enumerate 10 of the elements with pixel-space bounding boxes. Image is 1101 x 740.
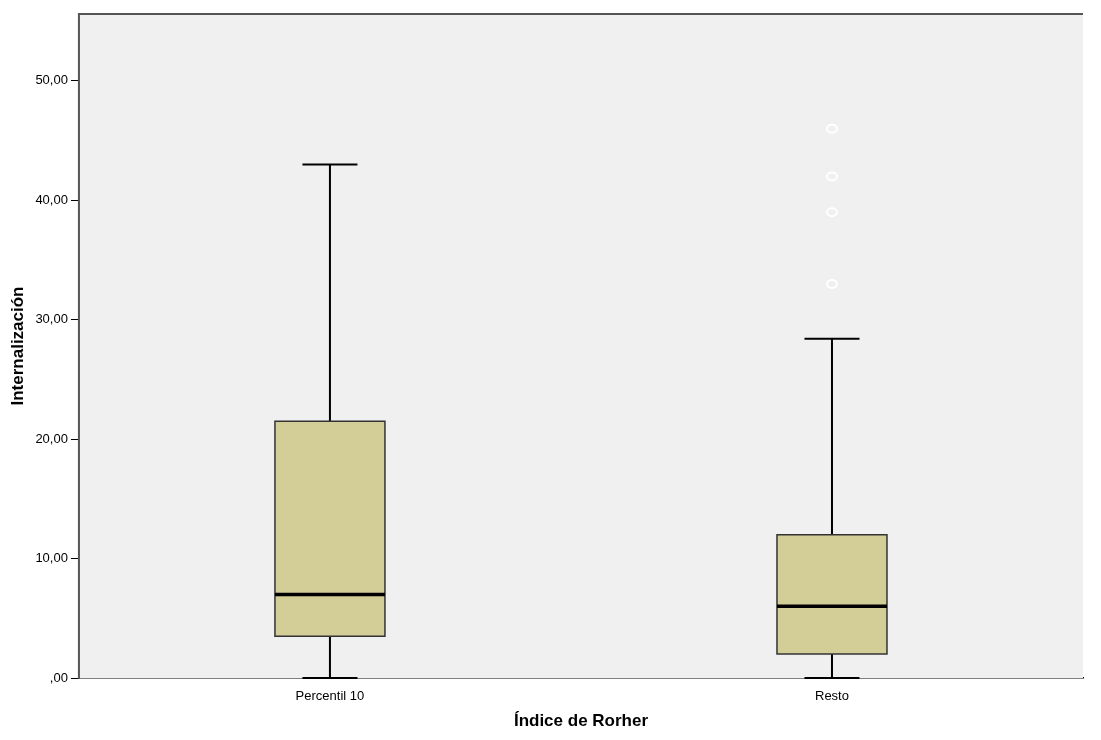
- y-tick-label: 30,00: [35, 311, 68, 327]
- y-tick-label: 20,00: [35, 430, 68, 446]
- y-tick-label: ,00: [49, 669, 68, 685]
- y-axis-title: Internalización: [7, 286, 27, 406]
- y-tick-label: 50,00: [35, 72, 68, 88]
- x-tick-label: Resto: [815, 688, 849, 704]
- y-tick-label: 10,00: [35, 550, 68, 566]
- x-axis-title: Índice de Rorher: [513, 711, 649, 731]
- y-tick-label: 40,00: [35, 191, 68, 207]
- x-tick-label: Percentil 10: [295, 688, 365, 704]
